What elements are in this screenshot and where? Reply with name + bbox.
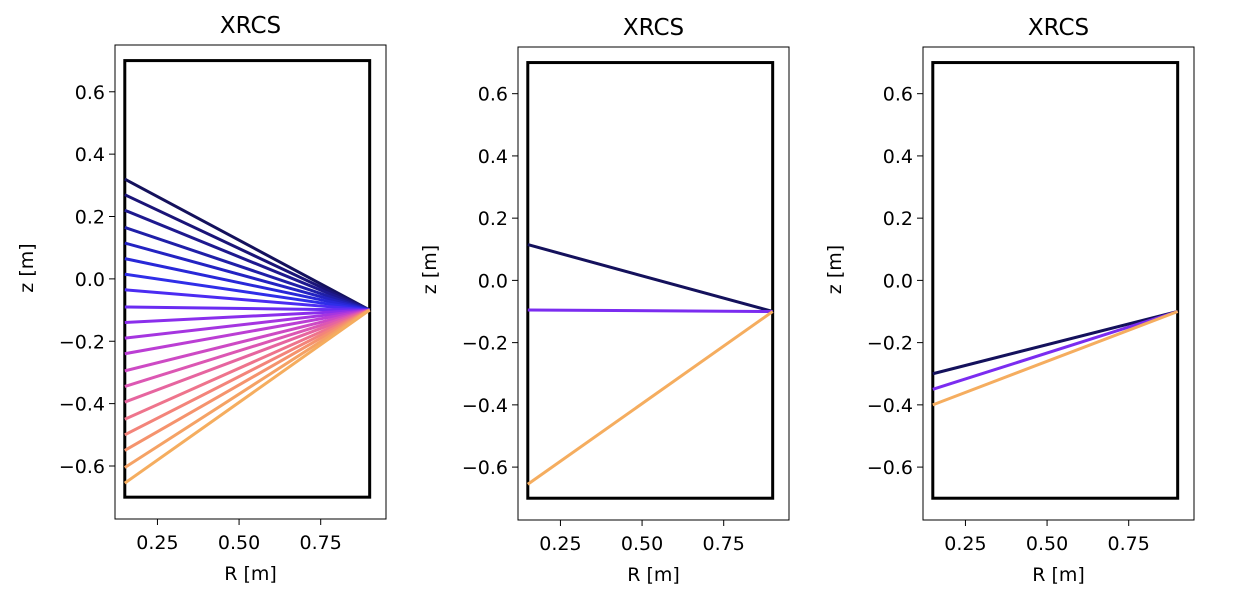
x-tick-label: 0.25 [944,533,986,555]
line-of-sight-2 [124,193,371,312]
y-tick-label: 0.6 [883,84,913,106]
y-tick-label: 0.0 [75,269,105,291]
line-of-sight-19 [123,308,371,469]
line-of-sight-5 [124,241,371,312]
line-of-sight-14 [124,308,371,388]
line-of-sight-3 [124,208,371,312]
y-tick-label: 0.2 [478,208,508,230]
line-of-sight-10 [124,308,370,325]
line-of-sight-2 [527,308,773,314]
y-tick-label: 0.4 [883,146,913,168]
axes-frame [517,46,790,521]
line-of-sight-13 [124,308,371,373]
plot-title: XRCS [220,13,281,39]
y-tick-label: −0.6 [59,456,105,478]
line-of-sight-2 [932,310,1179,391]
y-tick-label: −0.2 [59,331,105,353]
y-tick-label: 0.4 [478,146,508,168]
line-of-sight-16 [124,308,371,421]
vessel-boundary [526,61,775,500]
y-tick-label: −0.2 [462,333,508,355]
x-axis-label: R [m] [1032,564,1085,586]
x-tick-label: 0.25 [136,532,178,554]
x-axis-label: R [m] [627,564,680,586]
line-of-sight-12 [124,308,370,356]
line-of-sight-4 [124,226,371,312]
y-tick-label: 0.2 [883,208,913,230]
axes-frame [922,46,1195,521]
subplot-3: 0.25 0.50 0.75 −0.6 −0.4 −0.2 0.0 0.2 0.4 0.6 XRCS… [824,15,1195,586]
y-tick-label: 0.0 [883,270,913,292]
y-tick-label: −0.4 [867,395,913,417]
subplot-2: 0.25 0.50 0.75 −0.6 −0.4 −0.2 0.0 0.2 0.4 0.6 XRCS… [419,15,790,586]
line-of-sight-3 [932,310,1179,407]
line-of-sight-17 [124,308,371,437]
line-of-sight-9 [124,305,370,312]
y-tick-label: 0.6 [478,84,508,106]
y-axis-label: z [m] [16,243,38,292]
line-of-sight-8 [124,288,370,312]
y-axis-label: z [m] [824,245,846,294]
y-tick-label: −0.4 [462,395,508,417]
y-tick-label: 0.6 [75,82,105,104]
line-of-sight-6 [124,257,370,312]
x-tick-label: 0.50 [218,532,260,554]
y-tick-label: −0.6 [867,457,913,479]
line-of-sight-1 [124,177,371,312]
plot-title: XRCS [623,15,684,41]
y-tick-label: −0.4 [59,394,105,416]
vessel-boundary [931,61,1180,500]
y-tick-label: 0.4 [75,144,105,166]
y-tick-label: 0.0 [478,270,508,292]
line-of-sight-11 [124,308,370,340]
line-of-sight-15 [124,308,371,404]
y-tick-label: 0.2 [75,207,105,229]
x-axis-label: R [m] [224,563,277,585]
y-tick-label: −0.6 [462,457,508,479]
vessel-boundary [123,59,372,499]
x-tick-label: 0.75 [1108,533,1150,555]
line-of-sight-20 [123,308,371,485]
x-tick-label: 0.75 [703,533,745,555]
x-tick-label: 0.25 [539,533,581,555]
y-axis-label: z [m] [419,245,441,294]
y-tick-label: −0.2 [867,333,913,355]
line-of-sight-1 [932,310,1179,376]
line-of-sight-3 [526,310,774,486]
line-of-sight-7 [124,272,370,312]
plot-title: XRCS [1028,15,1089,41]
subplot-1: 0.25 0.50 0.75 −0.6 −0.4 −0.2 0.0 0.2 0.4 0.6 XRCS… [16,13,387,585]
line-of-sight-1 [527,243,774,313]
x-tick-label: 0.50 [621,533,663,555]
x-tick-label: 0.50 [1026,533,1068,555]
axes-frame [114,44,387,520]
line-of-sight-18 [124,308,371,452]
x-tick-label: 0.75 [300,532,342,554]
